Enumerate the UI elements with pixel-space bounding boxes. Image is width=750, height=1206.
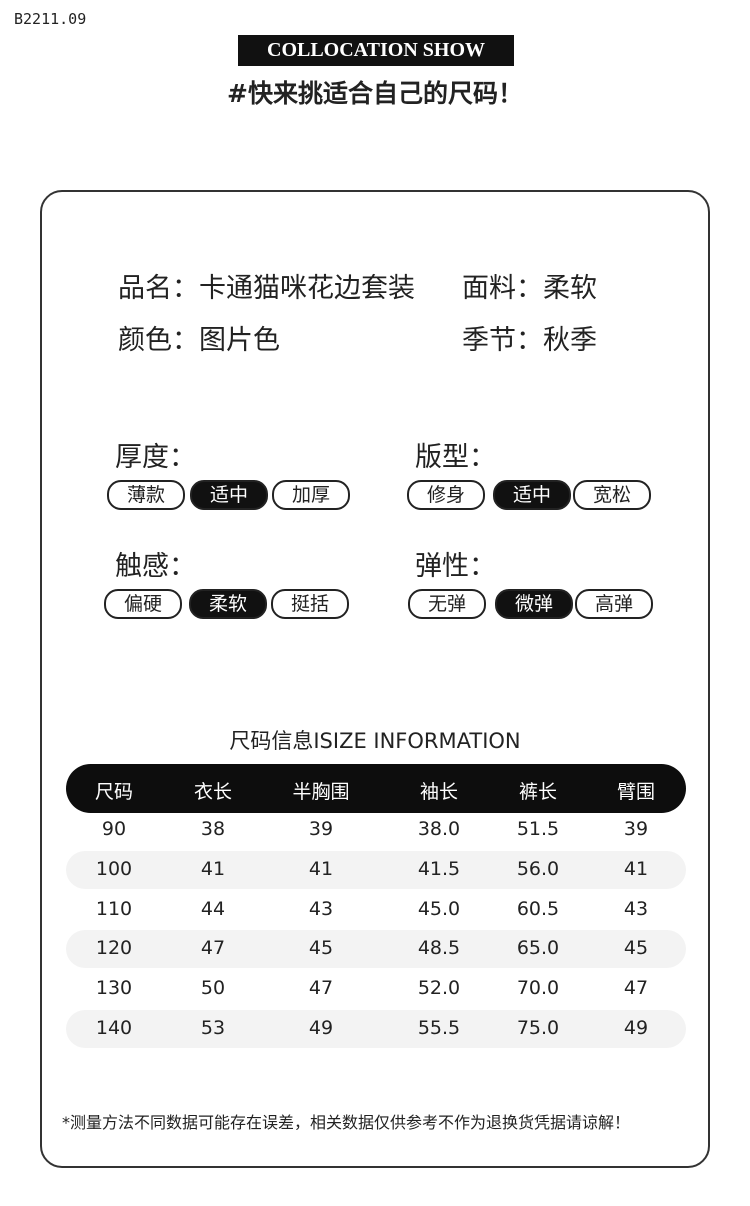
table-cell: 75.0 — [516, 1017, 560, 1039]
table-cell: 51.5 — [516, 818, 560, 840]
footnote: *测量方法不同数据可能存在误差，相关数据仅供参考不作为退换货凭据请谅解！ — [62, 1113, 631, 1132]
option-pill: 薄款 — [107, 480, 185, 510]
table-cell: 38 — [200, 818, 226, 840]
option-pill: 宽松 — [573, 480, 651, 510]
option-pill: 适中 — [493, 480, 571, 510]
table-cell: 45 — [308, 937, 334, 960]
option-pill: 高弹 — [575, 589, 653, 619]
table-cell: 44 — [200, 897, 226, 920]
table-cell: 41 — [623, 857, 649, 880]
table-cell: 49 — [308, 1017, 334, 1039]
table-cell: 47 — [200, 937, 226, 960]
info-line: 颜色：图片色 — [118, 325, 280, 356]
table-header-cell: 尺码 — [94, 781, 133, 803]
attribute-label: 弹性： — [415, 551, 496, 582]
table-header-cell: 袖长 — [419, 781, 458, 803]
option-pill: 偏硬 — [104, 589, 182, 619]
option-pill: 无弹 — [408, 589, 486, 619]
info-card — [40, 190, 710, 1168]
option-pill: 适中 — [190, 480, 268, 510]
info-line: 季节：秋季 — [462, 325, 597, 356]
table-cell: 110 — [95, 897, 133, 920]
row-stripe — [66, 850, 686, 889]
table-cell: 39 — [308, 818, 334, 840]
table-cell: 48.5 — [417, 937, 461, 960]
attribute-label: 版型： — [415, 442, 496, 473]
table-cell: 53 — [200, 1017, 226, 1039]
table-cell: 47 — [623, 977, 649, 1000]
option-pill: 修身 — [407, 480, 485, 510]
table-cell: 41 — [308, 857, 334, 880]
option-pill: 加厚 — [272, 480, 350, 510]
table-title: 尺码信息ISIZE INFORMATION — [229, 729, 521, 753]
table-cell: 41 — [200, 857, 226, 880]
table-cell: 38.0 — [417, 818, 461, 840]
table-cell: 43 — [623, 897, 649, 920]
table-cell: 55.5 — [417, 1017, 461, 1039]
table-cell: 43 — [308, 897, 334, 920]
banner: COLLOCATION SHOW — [238, 35, 514, 66]
table-cell: 47 — [308, 977, 334, 1000]
table-cell: 39 — [623, 818, 649, 840]
info-line: 品名：卡通猫咪花边套装 — [118, 273, 415, 304]
product-code: B2211.09 — [14, 10, 87, 28]
table-cell: 70.0 — [516, 977, 560, 1000]
row-stripe — [66, 930, 686, 969]
table-cell: 90 — [101, 818, 127, 840]
table-header-bar — [66, 764, 686, 813]
table-header-cell: 衣长 — [193, 781, 232, 803]
table-cell: 45.0 — [417, 897, 461, 920]
info-line: 面料：柔软 — [462, 273, 597, 304]
option-pill: 挺括 — [271, 589, 349, 619]
table-cell: 52.0 — [417, 977, 461, 1000]
table-header-cell: 半胸围 — [292, 781, 350, 803]
table-header-cell: 裤长 — [518, 781, 557, 803]
table-cell: 41.5 — [417, 857, 461, 880]
attribute-label: 触感： — [115, 551, 196, 582]
attribute-label: 厚度： — [115, 442, 196, 473]
table-cell: 100 — [95, 857, 133, 880]
table-cell: 45 — [623, 937, 649, 960]
table-cell: 140 — [95, 1017, 133, 1039]
table-header-cell: 臂围 — [616, 781, 655, 803]
table-cell: 56.0 — [516, 857, 560, 880]
table-cell: 130 — [95, 977, 133, 1000]
table-cell: 120 — [95, 937, 133, 960]
table-cell: 50 — [200, 977, 226, 1000]
table-cell: 65.0 — [516, 937, 560, 960]
row-stripe — [66, 1010, 686, 1048]
table-cell: 60.5 — [516, 897, 560, 920]
option-pill: 柔软 — [189, 589, 267, 619]
table-cell: 49 — [623, 1017, 649, 1039]
option-pill: 微弹 — [495, 589, 573, 619]
subtitle: #快来挑适合自己的尺码！ — [227, 79, 523, 108]
